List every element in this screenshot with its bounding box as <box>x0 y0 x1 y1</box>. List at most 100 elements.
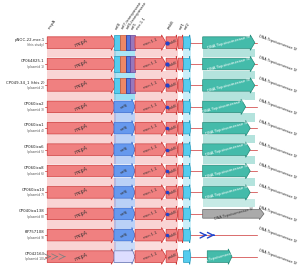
Text: mcpA: mcpA <box>74 102 89 112</box>
Polygon shape <box>47 185 116 200</box>
Polygon shape <box>166 142 178 157</box>
Polygon shape <box>178 142 184 157</box>
Polygon shape <box>47 113 116 122</box>
Text: DNA Topoisomerase IV: DNA Topoisomerase IV <box>205 121 248 136</box>
Polygon shape <box>178 185 184 200</box>
Text: mcpA: mcpA <box>74 252 89 262</box>
Text: (plasmid 5): (plasmid 5) <box>27 150 44 154</box>
Polygon shape <box>178 120 184 136</box>
Text: DNA Topoisomerase IV: DNA Topoisomerase IV <box>258 248 296 265</box>
Text: DNA Topoisomerase IV: DNA Topoisomerase IV <box>202 99 246 114</box>
Bar <box>130 56 135 72</box>
Polygon shape <box>203 199 255 207</box>
Text: orf1: orf1 <box>178 22 186 30</box>
Polygon shape <box>47 142 116 157</box>
Polygon shape <box>178 35 184 51</box>
Polygon shape <box>184 249 191 264</box>
Polygon shape <box>166 185 178 200</box>
Bar <box>120 78 126 93</box>
Polygon shape <box>203 113 255 122</box>
Polygon shape <box>184 185 191 200</box>
Polygon shape <box>47 220 116 229</box>
Text: mcr-1.1: mcr-1.1 <box>142 59 159 69</box>
Text: CP064825.1: CP064825.1 <box>21 59 44 63</box>
Text: pakB: pakB <box>167 124 177 132</box>
Polygon shape <box>135 220 178 229</box>
Polygon shape <box>166 227 178 243</box>
Text: mcr-1.1: mcr-1.1 <box>142 123 159 133</box>
Polygon shape <box>178 99 184 115</box>
Polygon shape <box>203 178 255 186</box>
Text: mcpA: mcpA <box>74 38 89 48</box>
Polygon shape <box>203 135 255 143</box>
Text: pakB: pakB <box>167 146 177 153</box>
Polygon shape <box>135 78 166 93</box>
Text: mcr-1.1: mcr-1.1 <box>142 145 159 155</box>
Text: pakB: pakB <box>167 253 177 260</box>
Polygon shape <box>114 135 135 143</box>
Polygon shape <box>135 35 166 51</box>
Polygon shape <box>114 113 135 122</box>
Text: mcpA: mcpA <box>74 188 89 197</box>
Polygon shape <box>114 120 135 136</box>
Polygon shape <box>184 120 191 136</box>
Polygon shape <box>47 227 116 243</box>
Text: (plasmid 6): (plasmid 6) <box>27 172 44 176</box>
Text: DNA Topoisomerase IV: DNA Topoisomerase IV <box>258 162 296 180</box>
Polygon shape <box>184 92 191 100</box>
Polygon shape <box>178 56 184 72</box>
Polygon shape <box>47 178 116 186</box>
Text: (plasmid 10): (plasmid 10) <box>26 257 44 261</box>
Text: CP060ica1: CP060ica1 <box>24 123 44 127</box>
Text: DNA Topoisomerase IV: DNA Topoisomerase IV <box>258 98 296 115</box>
Polygon shape <box>47 163 116 179</box>
Polygon shape <box>135 178 178 186</box>
Text: mcr-1.1: mcr-1.1 <box>142 252 159 261</box>
Polygon shape <box>135 92 178 100</box>
Text: orf6-transposase: orf6-transposase <box>126 1 148 30</box>
Text: (plasmid 4): (plasmid 4) <box>27 129 44 133</box>
Text: orf2: orf2 <box>184 22 191 30</box>
Polygon shape <box>135 206 166 222</box>
Polygon shape <box>47 199 116 207</box>
Text: pakB: pakB <box>167 103 177 111</box>
Text: pakB: pakB <box>166 20 175 30</box>
Text: pNOC-22-mcr-1: pNOC-22-mcr-1 <box>14 38 44 42</box>
Text: CP060ica8: CP060ica8 <box>24 166 44 170</box>
Polygon shape <box>184 220 191 229</box>
Text: (plasmid 7): (plasmid 7) <box>27 193 44 197</box>
Polygon shape <box>166 120 178 136</box>
Polygon shape <box>184 206 191 222</box>
Polygon shape <box>47 249 116 264</box>
Polygon shape <box>114 142 135 157</box>
Text: DNA Topoisomerase IV: DNA Topoisomerase IV <box>258 227 296 244</box>
Text: mcr-1.1: mcr-1.1 <box>142 230 159 240</box>
Text: mcpA: mcpA <box>47 19 57 30</box>
Text: mcr-1.1: mcr-1.1 <box>142 209 159 219</box>
Polygon shape <box>135 142 166 157</box>
Polygon shape <box>184 49 191 57</box>
Polygon shape <box>47 92 116 100</box>
Text: orf6: orf6 <box>120 125 129 132</box>
Text: mcr-1.1: mcr-1.1 <box>142 102 159 112</box>
Text: DNA Topoisomerase IV: DNA Topoisomerase IV <box>205 163 248 179</box>
Polygon shape <box>166 99 178 115</box>
Text: DNA Topoisomerase IV: DNA Topoisomerase IV <box>258 184 296 201</box>
Bar <box>126 78 130 93</box>
Bar <box>114 56 120 72</box>
Polygon shape <box>184 163 191 179</box>
Polygon shape <box>47 242 116 250</box>
Text: DNA Topoisomerase IV: DNA Topoisomerase IV <box>205 185 248 200</box>
Text: pakB: pakB <box>167 60 177 68</box>
Text: pakB: pakB <box>167 210 177 218</box>
Text: DNA Topoisomerase IV: DNA Topoisomerase IV <box>258 77 296 94</box>
Text: mcpA: mcpA <box>74 123 89 133</box>
Text: mcpA: mcpA <box>74 166 89 176</box>
Polygon shape <box>114 99 135 115</box>
Polygon shape <box>203 142 250 157</box>
Polygon shape <box>47 49 116 57</box>
Polygon shape <box>166 56 178 72</box>
Polygon shape <box>47 156 116 164</box>
Polygon shape <box>114 206 135 222</box>
Polygon shape <box>184 113 191 122</box>
